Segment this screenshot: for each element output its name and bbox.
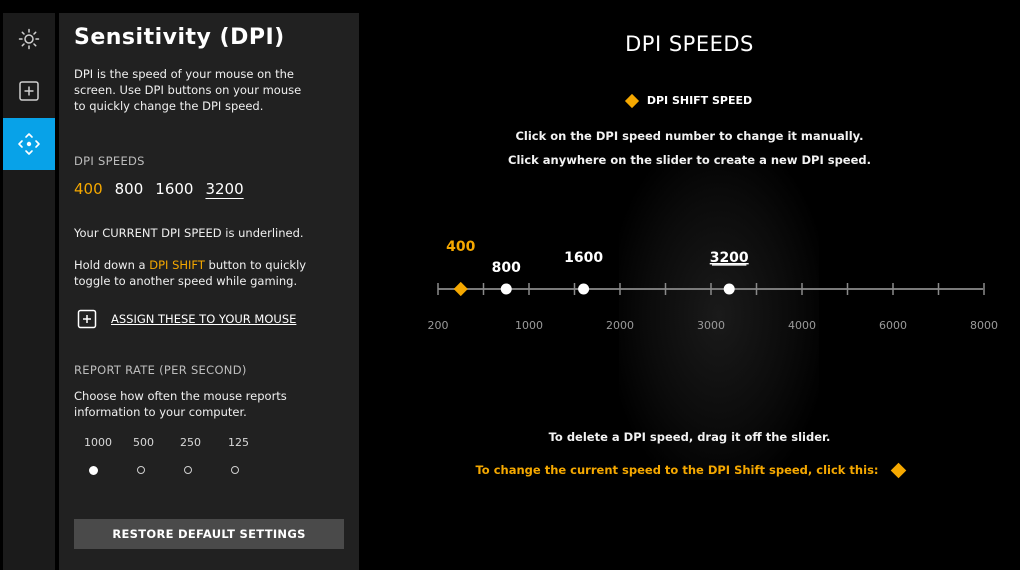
dpi-point-label-400[interactable]: 400 (446, 239, 475, 255)
legend-label: DPI SHIFT SPEED (646, 94, 753, 107)
report-rate-label-1000: 1000 (84, 436, 112, 449)
report-rate-label-250: 250 (180, 436, 201, 449)
dpi-slider[interactable]: 200 1000 2000 3000 4000 6000 8000 400 800 1600 32… (359, 230, 1020, 350)
dpi-description: DPI is the speed of your mouse on the sc… (74, 67, 302, 113)
dpi-point-label-3200[interactable]: 3200 (710, 250, 749, 266)
move-arrows-icon (18, 133, 40, 155)
shift-note-post: button to quickly toggle to another spee… (74, 258, 307, 288)
report-rate-radio-250[interactable] (184, 466, 192, 474)
instruction-create: Click anywhere on the slider to create a… (508, 153, 871, 167)
report-rate-label-125: 125 (228, 436, 249, 449)
panel-title: Sensitivity (DPI) (74, 25, 285, 50)
dpi-speed-list: 400 800 1600 3200 (74, 180, 244, 198)
scale-label: 2000 (606, 319, 634, 332)
dpi-speed-400[interactable]: 400 (74, 180, 103, 198)
dpi-point-label-1600[interactable]: 1600 (564, 250, 603, 266)
rail-button-sensitivity[interactable] (3, 118, 55, 170)
dpi-speed-800[interactable]: 800 (114, 180, 144, 198)
sun-icon (18, 28, 40, 50)
shift-toggle-line: To change the current speed to the DPI S… (359, 462, 1020, 478)
background-glow (619, 150, 819, 480)
dpi-point-label-800[interactable]: 800 (492, 260, 521, 276)
dpi-speed-1600[interactable]: 1600 (155, 180, 194, 198)
scale-label: 4000 (788, 319, 816, 332)
shift-note-accent: DPI SHIFT (149, 258, 205, 272)
dpi-main-area: DPI SPEEDS DPI SHIFT SPEED Click on the … (359, 0, 1020, 570)
scale-label: 6000 (879, 319, 907, 332)
dpi-point-shift-diamond[interactable] (453, 281, 468, 297)
report-rate-radio-125[interactable] (231, 466, 239, 474)
dpi-shift-note: Hold down a DPI SHIFT button to quickly … (74, 257, 324, 289)
sensitivity-panel: Sensitivity (DPI) DPI is the speed of yo… (59, 13, 359, 570)
report-rate-description: Choose how often the mouse reports infor… (74, 389, 287, 419)
assign-label[interactable]: ASSIGN THESE TO YOUR MOUSE (111, 312, 297, 326)
plus-square-icon (77, 309, 97, 329)
scale-label: 1000 (515, 319, 543, 332)
main-title: DPI SPEEDS (625, 32, 754, 56)
dpi-point-3200[interactable] (723, 283, 735, 295)
dpi-speeds-heading: DPI SPEEDS (74, 154, 145, 168)
left-nav-rail (3, 13, 55, 570)
shift-toggle-text: To change the current speed to the DPI S… (475, 463, 879, 477)
report-rate-label-500: 500 (133, 436, 154, 449)
dpi-point-800[interactable] (500, 283, 512, 295)
assign-to-mouse-link[interactable]: ASSIGN THESE TO YOUR MOUSE (77, 309, 296, 329)
scale-label: 3000 (697, 319, 725, 332)
scale-label: 200 (428, 319, 449, 332)
rail-button-lighting[interactable] (3, 13, 55, 65)
dpi-shift-legend: DPI SHIFT SPEED (359, 93, 1020, 108)
report-rate-heading: REPORT RATE (PER SECOND) (74, 363, 247, 377)
rail-button-assignments[interactable] (3, 65, 55, 117)
shift-note-pre: Hold down a (74, 258, 150, 272)
dpi-speed-3200[interactable]: 3200 (205, 180, 244, 198)
report-rate-radio-500[interactable] (137, 466, 145, 474)
restore-defaults-button[interactable]: RESTORE DEFAULT SETTINGS (74, 519, 344, 549)
plus-square-icon (19, 81, 39, 101)
report-rate-radio-1000[interactable] (89, 466, 98, 475)
instruction-manual: Click on the DPI speed number to change … (515, 129, 864, 143)
current-speed-note: Your CURRENT DPI SPEED is underlined. (74, 226, 304, 240)
scale-label: 8000 (970, 319, 998, 332)
dpi-point-1600[interactable] (578, 283, 590, 295)
diamond-icon (624, 93, 639, 108)
delete-note: To delete a DPI speed, drag it off the s… (548, 430, 831, 444)
shift-toggle-diamond-icon[interactable] (890, 462, 906, 478)
